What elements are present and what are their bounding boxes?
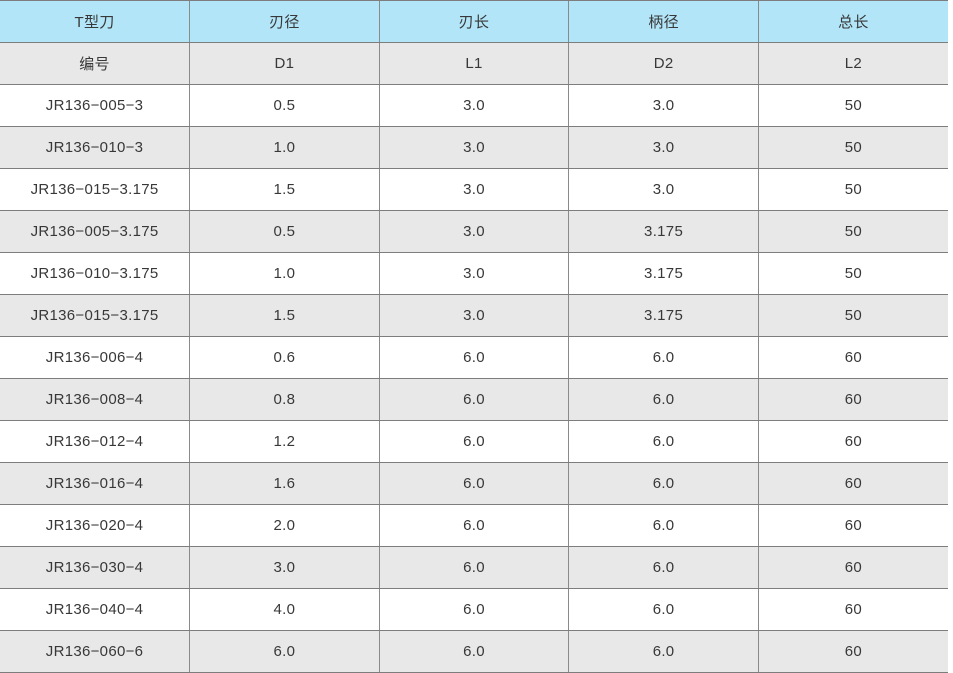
cell-d2: 6.0	[568, 504, 759, 547]
header-cell-l2: L2	[757, 42, 948, 85]
cell-l2: 50	[757, 126, 948, 169]
cell-l1: 6.0	[378, 420, 569, 463]
cell-l2: 50	[757, 168, 948, 211]
cell-d2: 6.0	[568, 546, 759, 589]
table-row: JR136−030−4 3.0 6.0 6.0 60	[0, 546, 948, 589]
cell-d1: 1.0	[189, 126, 380, 169]
cell-d1: 1.0	[189, 252, 380, 295]
cell-l2: 60	[757, 546, 948, 589]
cell-d2: 3.0	[568, 168, 759, 211]
cell-d1: 0.5	[189, 210, 380, 253]
header-row-symbols: 编号 D1 L1 D2 L2	[0, 42, 948, 85]
cell-d2: 6.0	[568, 378, 759, 421]
cell-d1: 6.0	[189, 630, 380, 673]
header-cell-l1: L1	[378, 42, 569, 85]
header-cell-d2: D2	[568, 42, 759, 85]
table-row: JR136−010−3.175 1.0 3.0 3.175 50	[0, 252, 948, 295]
cell-d2: 6.0	[568, 630, 759, 673]
table-row: JR136−020−4 2.0 6.0 6.0 60	[0, 504, 948, 547]
cell-code: JR136−008−4	[0, 378, 190, 421]
cell-l1: 3.0	[378, 252, 569, 295]
table-row: JR136−015−3.175 1.5 3.0 3.175 50	[0, 294, 948, 337]
table-row: JR136−010−3 1.0 3.0 3.0 50	[0, 126, 948, 169]
cell-d1: 1.5	[189, 294, 380, 337]
cell-l1: 6.0	[378, 630, 569, 673]
cell-d1: 1.5	[189, 168, 380, 211]
cell-d1: 0.8	[189, 378, 380, 421]
cell-l1: 6.0	[378, 504, 569, 547]
cell-code: JR136−020−4	[0, 504, 190, 547]
cell-code: JR136−040−4	[0, 588, 190, 631]
table-row: JR136−005−3 0.5 3.0 3.0 50	[0, 84, 948, 127]
cell-code: JR136−005−3.175	[0, 210, 190, 253]
cell-l1: 6.0	[378, 336, 569, 379]
cell-l2: 60	[757, 378, 948, 421]
cell-code: JR136−010−3.175	[0, 252, 190, 295]
cell-d2: 6.0	[568, 462, 759, 505]
cell-l2: 50	[757, 210, 948, 253]
cell-d1: 0.6	[189, 336, 380, 379]
cell-l2: 50	[757, 294, 948, 337]
cell-d2: 6.0	[568, 420, 759, 463]
table-row: JR136−060−6 6.0 6.0 6.0 60	[0, 630, 948, 673]
cell-d2: 3.0	[568, 84, 759, 127]
cell-d2: 3.175	[568, 294, 759, 337]
cell-l1: 6.0	[378, 462, 569, 505]
cell-l2: 60	[757, 420, 948, 463]
cell-code: JR136−012−4	[0, 420, 190, 463]
cell-l1: 6.0	[378, 378, 569, 421]
cell-code: JR136−060−6	[0, 630, 190, 673]
cell-d2: 3.175	[568, 210, 759, 253]
cell-l1: 3.0	[378, 168, 569, 211]
cell-code: JR136−005−3	[0, 84, 190, 127]
cell-l1: 3.0	[378, 294, 569, 337]
header-cell-blade-diameter: 刃径	[189, 0, 380, 43]
cell-l2: 60	[757, 462, 948, 505]
table-row: JR136−040−4 4.0 6.0 6.0 60	[0, 588, 948, 631]
cell-l2: 60	[757, 588, 948, 631]
cell-code: JR136−030−4	[0, 546, 190, 589]
table-row: JR136−016−4 1.6 6.0 6.0 60	[0, 462, 948, 505]
cell-code: JR136−015−3.175	[0, 294, 190, 337]
cell-l1: 3.0	[378, 84, 569, 127]
table-row: JR136−012−4 1.2 6.0 6.0 60	[0, 420, 948, 463]
header-cell-shank-diameter: 柄径	[568, 0, 759, 43]
table-row: JR136−015−3.175 1.5 3.0 3.0 50	[0, 168, 948, 211]
cell-l1: 6.0	[378, 546, 569, 589]
cell-l1: 3.0	[378, 126, 569, 169]
table-body: JR136−005−3 0.5 3.0 3.0 50 JR136−010−3 1.0 3.0 3…	[0, 84, 948, 673]
cell-l2: 50	[757, 84, 948, 127]
cell-d1: 1.6	[189, 462, 380, 505]
header-cell-overall-length: 总长	[757, 0, 948, 43]
cell-code: JR136−016−4	[0, 462, 190, 505]
header-row-categories: T型刀 刃径 刃长 柄径 总长	[0, 0, 948, 43]
header-cell-tool-type: T型刀	[0, 0, 190, 43]
cell-l2: 60	[757, 336, 948, 379]
cell-code: JR136−010−3	[0, 126, 190, 169]
header-cell-part-number: 编号	[0, 42, 190, 85]
cell-d1: 3.0	[189, 546, 380, 589]
cell-d1: 0.5	[189, 84, 380, 127]
table-row: JR136−006−4 0.6 6.0 6.0 60	[0, 336, 948, 379]
cell-d2: 6.0	[568, 588, 759, 631]
cell-code: JR136−015−3.175	[0, 168, 190, 211]
cell-l1: 6.0	[378, 588, 569, 631]
cell-l2: 50	[757, 252, 948, 295]
cell-l2: 60	[757, 630, 948, 673]
cell-d2: 3.0	[568, 126, 759, 169]
cell-d1: 1.2	[189, 420, 380, 463]
cell-d2: 3.175	[568, 252, 759, 295]
cell-l2: 60	[757, 504, 948, 547]
header-cell-d1: D1	[189, 42, 380, 85]
cell-code: JR136−006−4	[0, 336, 190, 379]
cell-d1: 2.0	[189, 504, 380, 547]
table-row: JR136−008−4 0.8 6.0 6.0 60	[0, 378, 948, 421]
cell-d1: 4.0	[189, 588, 380, 631]
header-cell-blade-length: 刃长	[378, 0, 569, 43]
cell-l1: 3.0	[378, 210, 569, 253]
cell-d2: 6.0	[568, 336, 759, 379]
table-row: JR136−005−3.175 0.5 3.0 3.175 50	[0, 210, 948, 253]
